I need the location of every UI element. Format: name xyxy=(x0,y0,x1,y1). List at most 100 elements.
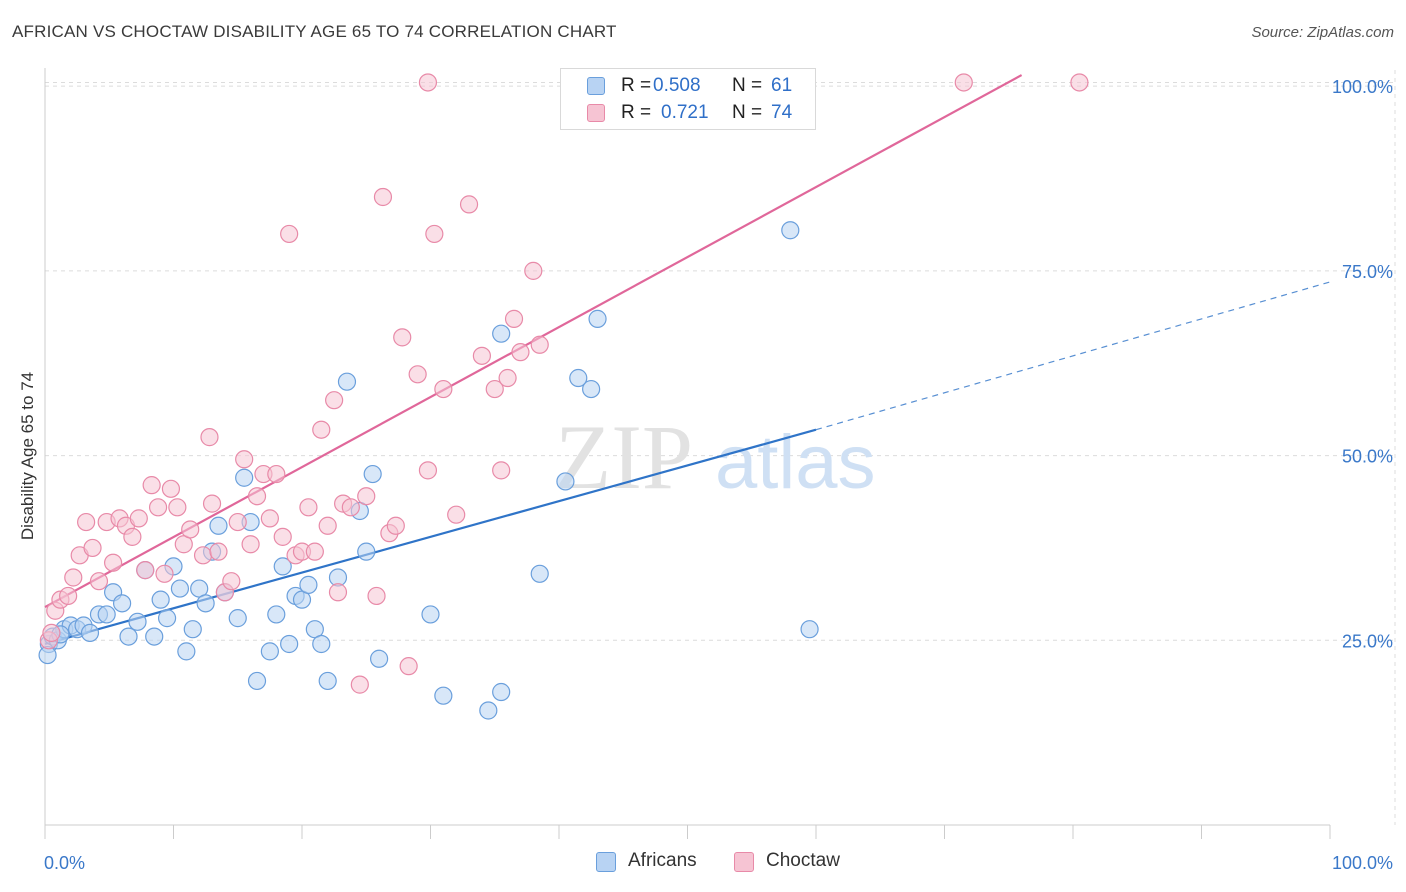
choctaw-point xyxy=(492,461,511,480)
choctaw-swatch xyxy=(587,104,605,122)
choctaw-point xyxy=(408,365,427,384)
africans-point xyxy=(781,221,800,240)
africans-point xyxy=(209,516,228,535)
correlation-legend: R = 0.508 N = 61 R = 0.721 N = 74 xyxy=(560,68,816,130)
choctaw-point xyxy=(235,450,254,469)
choctaw-point xyxy=(83,538,102,558)
choctaw-point xyxy=(485,379,504,399)
y-tick-label: 75.0% xyxy=(1342,262,1393,282)
choctaw-point xyxy=(222,572,241,591)
choctaw-point xyxy=(434,379,453,399)
choctaw-point xyxy=(136,561,155,580)
africans-point xyxy=(157,609,177,628)
africans-point xyxy=(492,682,511,702)
africans-point xyxy=(800,620,819,639)
africans-point xyxy=(97,605,116,624)
africans-point xyxy=(119,627,138,646)
choctaw-point xyxy=(357,487,376,506)
africans-point xyxy=(588,309,607,328)
n-value-choctaw: 74 xyxy=(771,102,793,123)
africans-point xyxy=(196,594,215,613)
choctaw-point xyxy=(168,498,187,517)
choctaw-point xyxy=(425,224,444,244)
africans-point xyxy=(370,649,389,668)
choctaw-point xyxy=(447,505,466,524)
choctaw-point xyxy=(530,335,549,354)
choctaw-point xyxy=(123,527,142,546)
trend-lines xyxy=(44,74,1331,646)
choctaw-point xyxy=(954,73,973,92)
choctaw-point xyxy=(305,542,324,561)
africans-point xyxy=(582,379,601,399)
choctaw-point xyxy=(89,572,109,591)
choctaw-point xyxy=(1070,73,1089,92)
africans-point xyxy=(170,579,190,598)
africans-point xyxy=(569,368,588,388)
r-label: R = xyxy=(621,102,652,123)
choctaw-point xyxy=(142,476,161,495)
africans-point xyxy=(112,594,132,613)
africans-trend-line xyxy=(44,428,817,646)
choctaw-point xyxy=(399,657,418,676)
africans-point xyxy=(128,612,147,631)
axes xyxy=(44,68,1331,839)
choctaw-point xyxy=(367,586,386,606)
africans-point xyxy=(177,642,196,661)
choctaw-point xyxy=(129,509,148,528)
choctaw-point xyxy=(161,479,181,498)
choctaw-point xyxy=(350,675,369,694)
choctaw-point xyxy=(511,343,530,362)
watermark-zip: ZIP xyxy=(555,406,693,508)
choctaw-points xyxy=(39,73,1089,694)
y-tick-label: 50.0% xyxy=(1342,447,1393,467)
africans-trend-extension xyxy=(815,281,1331,431)
r-value-africans: 0.508 xyxy=(653,75,701,96)
y-tick-label: 100.0% xyxy=(1332,77,1393,97)
choctaw-swatch xyxy=(734,852,754,872)
source-label: Source: ZipAtlas.com xyxy=(1251,24,1394,41)
choctaw-point xyxy=(312,420,331,439)
choctaw-point xyxy=(64,568,83,587)
choctaw-point xyxy=(155,564,174,583)
africans-point xyxy=(492,324,511,343)
choctaw-point xyxy=(524,261,543,280)
choctaw-point xyxy=(373,187,393,207)
legend-label-africans: Africans xyxy=(628,850,697,871)
africans-points xyxy=(38,221,819,720)
africans-point xyxy=(267,605,286,624)
choctaw-point xyxy=(472,346,491,365)
choctaw-point xyxy=(228,512,247,532)
n-label: N = xyxy=(732,102,763,123)
choctaw-point xyxy=(209,542,228,561)
choctaw-point xyxy=(77,512,96,532)
africans-swatch xyxy=(587,77,605,95)
africans-point xyxy=(363,464,382,484)
chart-title: AFRICAN VS CHOCTAW DISABILITY AGE 65 TO … xyxy=(12,22,617,41)
africans-point xyxy=(273,557,292,576)
choctaw-point xyxy=(42,623,61,643)
africans-point xyxy=(421,605,440,624)
y-axis-label: Disability Age 65 to 74 xyxy=(18,371,37,541)
africans-point xyxy=(312,634,331,654)
africans-point xyxy=(228,609,247,628)
africans-point xyxy=(530,564,549,583)
choctaw-point xyxy=(299,498,318,517)
africans-point xyxy=(260,642,279,661)
tick-labels: 25.0% 50.0% 75.0% 100.0% 0.0% 100.0% xyxy=(44,77,1393,873)
choctaw-point xyxy=(273,527,292,546)
choctaw-point xyxy=(418,73,438,92)
choctaw-point xyxy=(148,498,168,517)
africans-point xyxy=(337,372,357,391)
choctaw-point xyxy=(318,516,337,535)
choctaw-point xyxy=(181,520,200,539)
n-label: N = xyxy=(732,75,763,96)
africans-swatch xyxy=(596,852,616,872)
choctaw-point xyxy=(393,328,412,347)
choctaw-point xyxy=(386,516,405,535)
africans-point xyxy=(479,701,498,720)
n-value-africans: 61 xyxy=(771,75,793,96)
watermark: ZIP atlas xyxy=(555,406,876,508)
africans-point xyxy=(183,620,202,639)
choctaw-point xyxy=(459,195,479,214)
